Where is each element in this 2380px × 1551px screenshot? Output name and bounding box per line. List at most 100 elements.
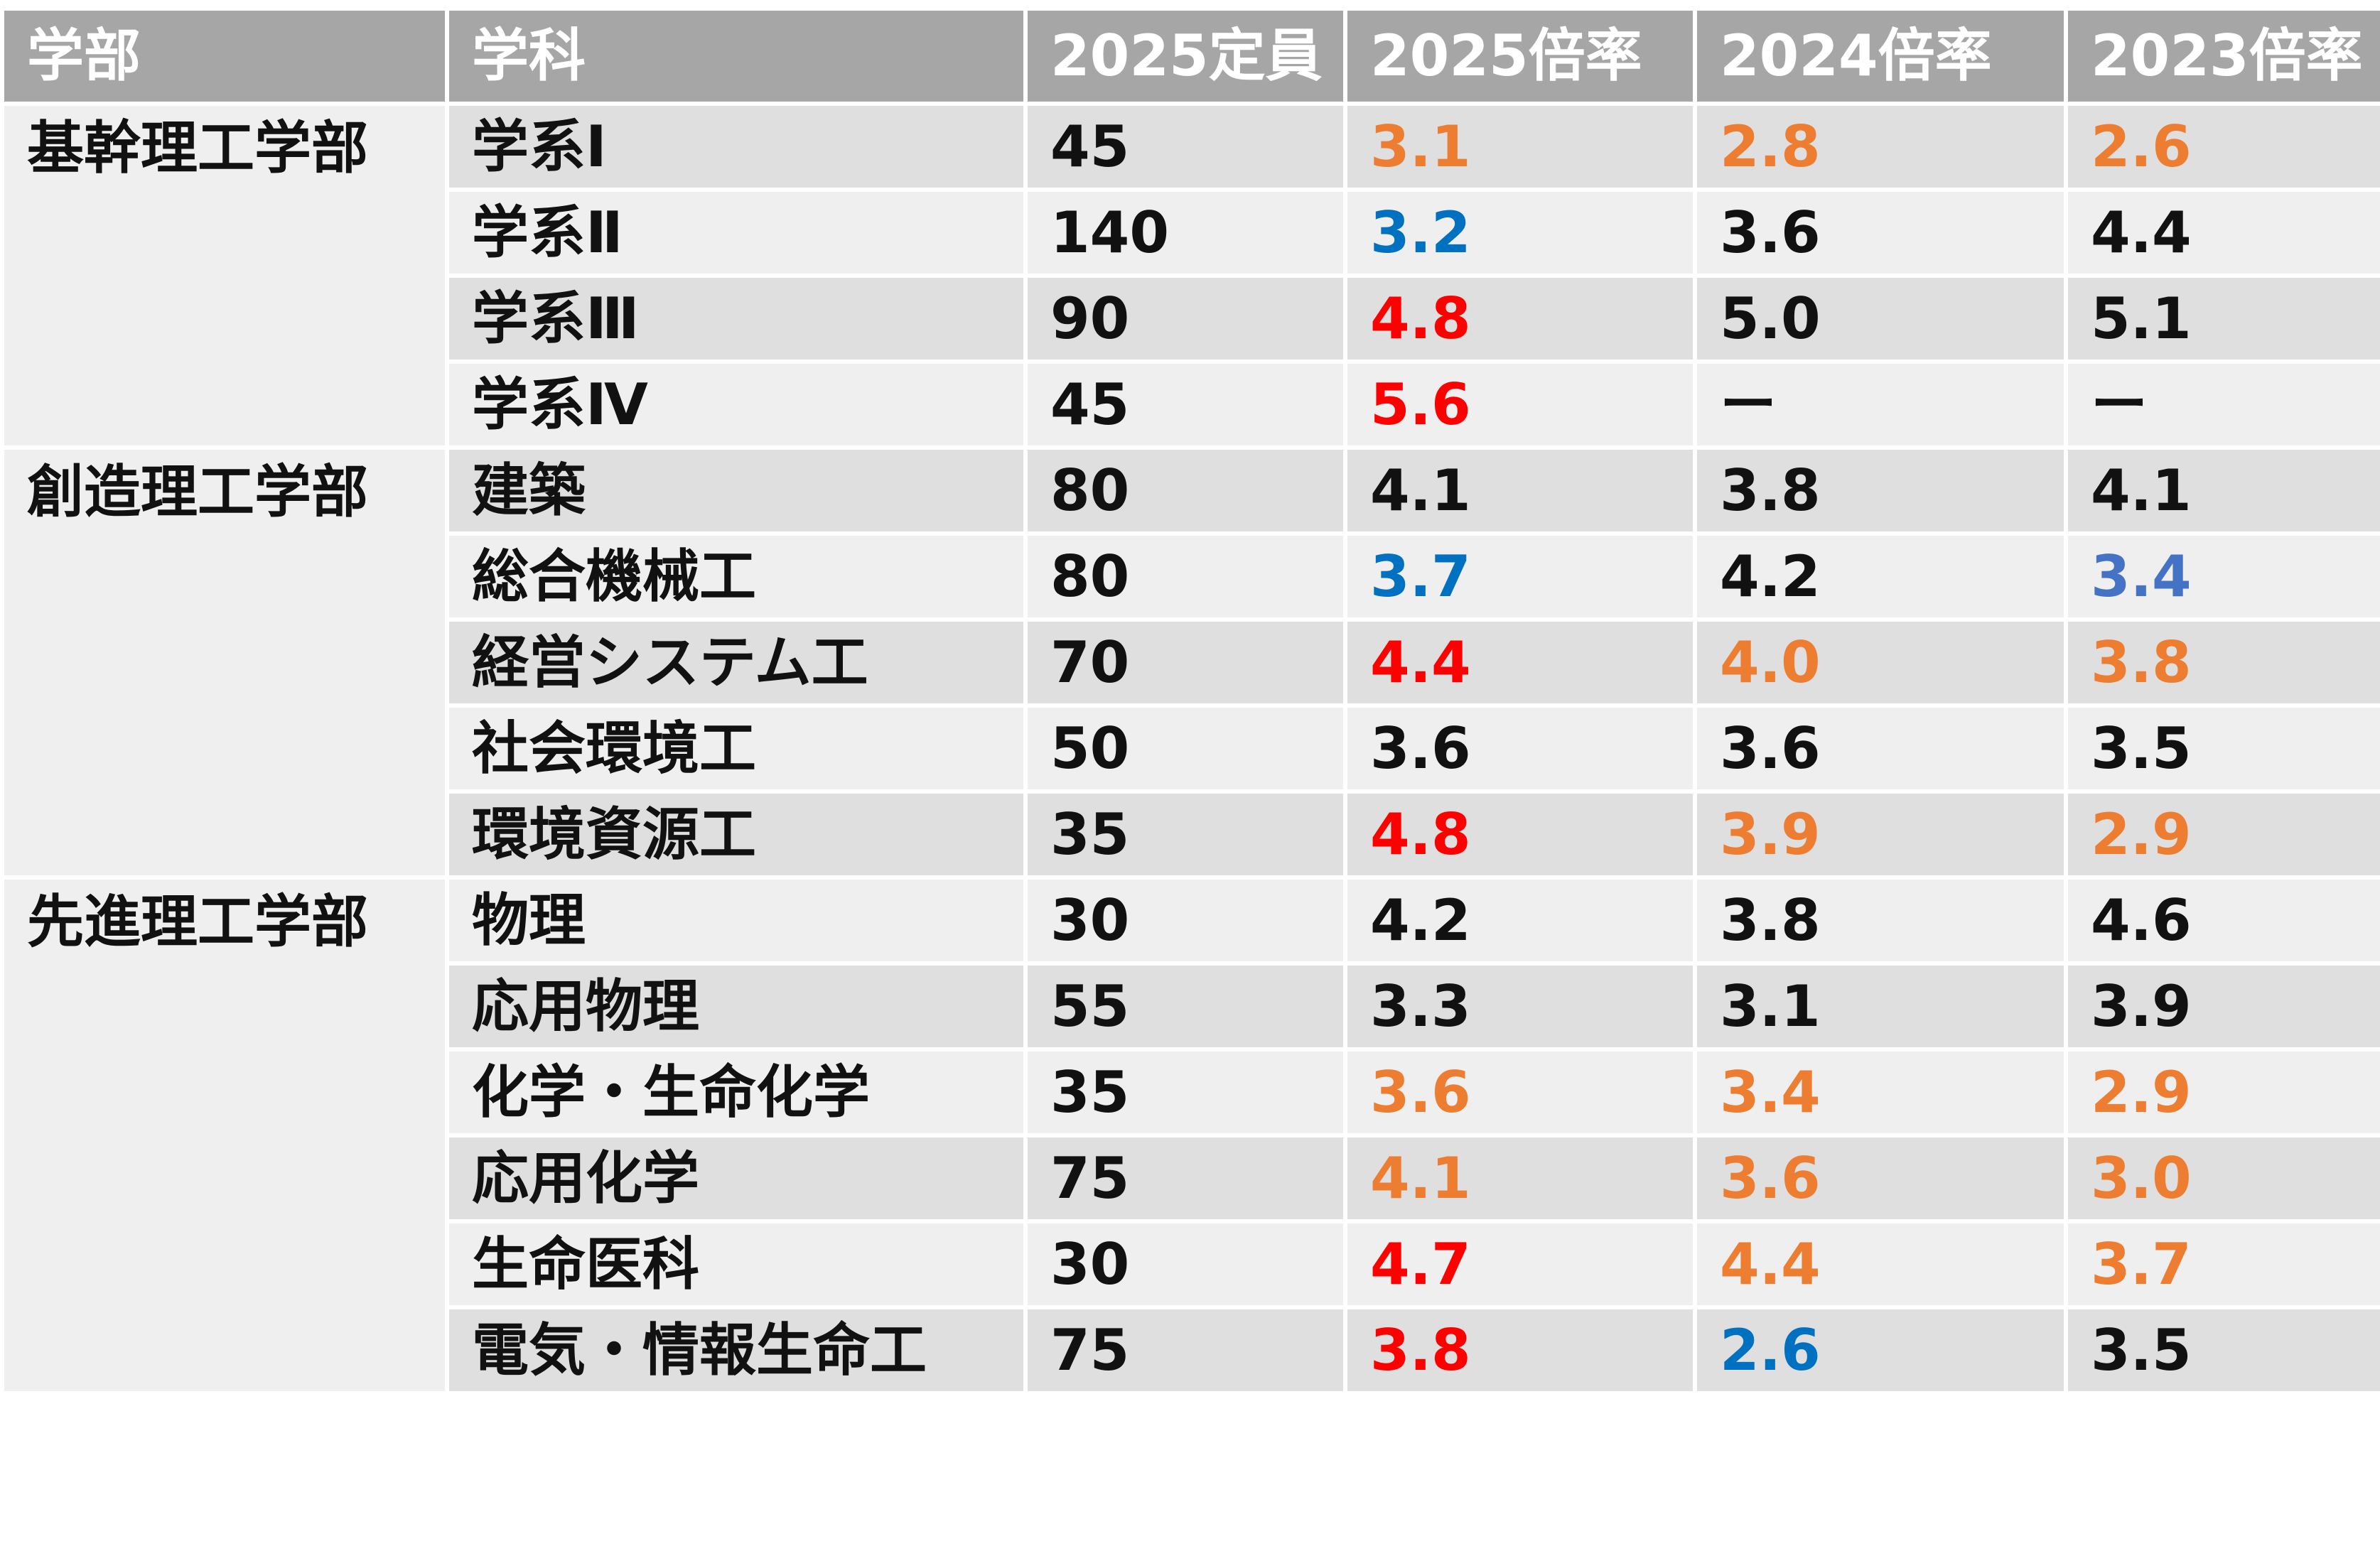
ratio-2025-cell: 4.4 — [1343, 617, 1697, 708]
ratio-2023-cell: 3.8 — [2064, 617, 2380, 708]
department-cell: 電気・情報生命工 — [445, 1305, 1028, 1395]
department-cell: 物理 — [445, 875, 1028, 966]
table-row: 学系Ⅱ 140 3.2 3.6 4.4 — [2, 188, 2380, 278]
capacity-cell: 70 — [1023, 617, 1347, 708]
ratio-2023-cell: 4.6 — [2064, 875, 2380, 966]
table-row: 先進理工学部 物理 30 4.2 3.8 4.6 — [0, 875, 2380, 1395]
ratio-2024-cell: 3.8 — [1693, 875, 2068, 966]
ratio-2025-cell: 4.1 — [1343, 1133, 1697, 1223]
department-cell: 学系Ⅰ — [445, 102, 1028, 192]
header-department: 学科 — [445, 6, 1028, 106]
ratio-2025-cell: 5.6 — [1343, 360, 1697, 450]
ratio-2023-cell: 2.9 — [2064, 1047, 2380, 1137]
ratio-2023-cell: 3.4 — [2064, 531, 2380, 622]
ratio-2023-cell: 3.5 — [2064, 703, 2380, 794]
table-row: 応用化学 75 4.1 3.6 3.0 — [2, 1133, 2380, 1223]
ratio-2025-cell: 3.7 — [1343, 531, 1697, 622]
department-cell: 社会環境工 — [445, 703, 1028, 794]
ratio-2024-cell: ー — [1693, 360, 2068, 450]
header-ratio-2023: 2023倍率 — [2064, 6, 2380, 106]
ratio-2025-cell: 3.3 — [1343, 961, 1697, 1052]
ratio-2023-cell: 4.4 — [2064, 188, 2380, 278]
ratio-2023-cell: 4.1 — [2064, 445, 2380, 536]
ratio-2024-cell: 4.2 — [1693, 531, 2068, 622]
capacity-cell: 55 — [1023, 961, 1347, 1052]
ratio-2025-cell: 3.6 — [1343, 1047, 1697, 1137]
ratio-2024-cell: 3.6 — [1693, 1133, 2068, 1223]
table-row: 環境資源工 35 4.8 3.9 2.9 — [2, 789, 2380, 880]
admission-ratio-table: 学部 学科 2025定員 2025倍率 2024倍率 2023倍率 基幹理工学部… — [0, 6, 2380, 1395]
ratio-2023-cell: 3.7 — [2064, 1219, 2380, 1309]
ratio-2025-cell: 4.7 — [1343, 1219, 1697, 1309]
ratio-2024-cell: 4.0 — [1693, 617, 2068, 708]
header-faculty: 学部 — [0, 6, 449, 106]
header-ratio-2025: 2025倍率 — [1343, 6, 1697, 106]
ratio-2024-cell: 4.4 — [1693, 1219, 2068, 1309]
capacity-cell: 30 — [1023, 1219, 1347, 1309]
capacity-cell: 35 — [1023, 1047, 1347, 1137]
department-cell: 総合機械工 — [445, 531, 1028, 622]
ratio-2024-cell: 3.4 — [1693, 1047, 2068, 1137]
department-cell: 応用化学 — [445, 1133, 1028, 1223]
ratio-2023-cell: 3.0 — [2064, 1133, 2380, 1223]
capacity-cell: 75 — [1023, 1133, 1347, 1223]
table-row: 総合機械工 80 3.7 4.2 3.4 — [2, 531, 2380, 622]
table-row: 応用物理 55 3.3 3.1 3.9 — [2, 961, 2380, 1052]
table-row: 生命医科 30 4.7 4.4 3.7 — [2, 1219, 2380, 1309]
ratio-2024-cell: 3.8 — [1693, 445, 2068, 536]
ratio-2023-cell: 2.6 — [2064, 102, 2380, 192]
ratio-2024-cell: 5.0 — [1693, 274, 2068, 364]
department-cell: 化学・生命化学 — [445, 1047, 1028, 1137]
header-ratio-2024: 2024倍率 — [1693, 6, 2068, 106]
capacity-cell: 30 — [1023, 875, 1347, 966]
capacity-cell: 140 — [1023, 188, 1347, 278]
table-row: 化学・生命化学 35 3.6 3.4 2.9 — [2, 1047, 2380, 1137]
table-row: 創造理工学部 建築 80 4.1 3.8 4.1 — [0, 445, 2380, 880]
ratio-2023-cell: 5.1 — [2064, 274, 2380, 364]
capacity-cell: 45 — [1023, 102, 1347, 192]
table-body: 基幹理工学部 学系Ⅰ 45 3.1 2.8 2.6 学系Ⅱ 140 3.2 3.6 4.4 学系Ⅲ 90… — [0, 102, 2380, 1395]
ratio-2024-cell: 3.6 — [1693, 188, 2068, 278]
ratio-2023-cell: 3.9 — [2064, 961, 2380, 1052]
ratio-2025-cell: 4.8 — [1343, 274, 1697, 364]
header-row: 学部 学科 2025定員 2025倍率 2024倍率 2023倍率 — [0, 6, 2380, 106]
ratio-2023-cell: ー — [2064, 360, 2380, 450]
capacity-cell: 80 — [1023, 445, 1347, 536]
ratio-2023-cell: 3.5 — [2064, 1305, 2380, 1395]
department-cell: 応用物理 — [445, 961, 1028, 1052]
capacity-cell: 80 — [1023, 531, 1347, 622]
department-cell: 学系Ⅳ — [445, 360, 1028, 450]
table-row: 学系Ⅳ 45 5.6 ーー — [2, 360, 2380, 450]
ratio-2024-cell: 3.9 — [1693, 789, 2068, 880]
capacity-cell: 50 — [1023, 703, 1347, 794]
department-cell: 学系Ⅱ — [445, 188, 1028, 278]
table-row: 学系Ⅲ 90 4.8 5.0 5.1 — [2, 274, 2380, 364]
capacity-cell: 90 — [1023, 274, 1347, 364]
ratio-2025-cell: 4.1 — [1343, 445, 1697, 536]
department-cell: 経営システム工 — [445, 617, 1028, 708]
table-row: 電気・情報生命工 75 3.8 2.6 3.5 — [2, 1305, 2380, 1395]
capacity-cell: 35 — [1023, 789, 1347, 880]
table-row: 経営システム工 70 4.4 4.0 3.8 — [2, 617, 2380, 708]
ratio-2025-cell: 3.2 — [1343, 188, 1697, 278]
ratio-2025-cell: 4.2 — [1343, 875, 1697, 966]
department-cell: 環境資源工 — [445, 789, 1028, 880]
faculty-cell: 先進理工学部 — [0, 875, 449, 1395]
department-cell: 学系Ⅲ — [445, 274, 1028, 364]
table-row: 社会環境工 50 3.6 3.6 3.5 — [2, 703, 2380, 794]
ratio-2024-cell: 2.6 — [1693, 1305, 2068, 1395]
ratio-2025-cell: 4.8 — [1343, 789, 1697, 880]
faculty-cell: 基幹理工学部 — [0, 102, 449, 450]
ratio-2024-cell: 3.1 — [1693, 961, 2068, 1052]
ratio-2023-cell: 2.9 — [2064, 789, 2380, 880]
faculty-cell: 創造理工学部 — [0, 445, 449, 880]
department-cell: 建築 — [445, 445, 1028, 536]
ratio-2025-cell: 3.1 — [1343, 102, 1697, 192]
table-row: 基幹理工学部 学系Ⅰ 45 3.1 2.8 2.6 — [0, 102, 2380, 450]
department-cell: 生命医科 — [445, 1219, 1028, 1309]
ratio-2025-cell: 3.6 — [1343, 703, 1697, 794]
capacity-cell: 75 — [1023, 1305, 1347, 1395]
ratio-2025-cell: 3.8 — [1343, 1305, 1697, 1395]
header-capacity-2025: 2025定員 — [1023, 6, 1347, 106]
